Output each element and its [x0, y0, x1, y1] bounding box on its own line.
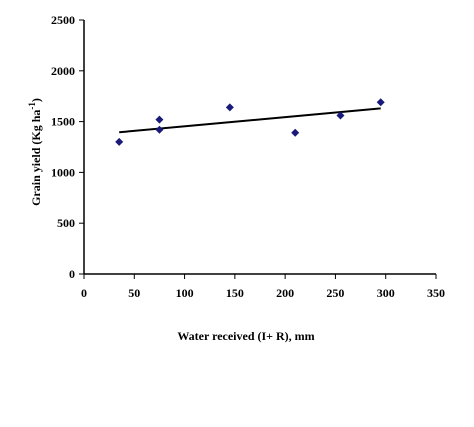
- y-axis-title-main: Grain yield (Kg ha: [29, 110, 43, 206]
- data-point: [376, 98, 385, 107]
- y-ticks: 0 500 1000 1500 2000 2500: [51, 13, 84, 281]
- y-tick-label: 1500: [51, 115, 75, 129]
- y-tick-label: 2000: [51, 64, 75, 78]
- x-axis-title: Water received (I+ R), mm: [177, 329, 314, 343]
- trendline-group: [119, 107, 381, 134]
- x-tick-label: 50: [128, 286, 140, 300]
- y-axis-title: Grain yield (Kg ha-1): [27, 98, 43, 206]
- y-axis-title-close: ): [29, 98, 43, 102]
- data-point: [155, 125, 164, 134]
- trendline: [119, 107, 381, 134]
- data-point: [336, 111, 345, 120]
- x-tick-label: 150: [226, 286, 244, 300]
- y-tick-label: 500: [57, 216, 75, 230]
- data-point: [291, 128, 300, 137]
- data-point: [225, 103, 234, 112]
- y-tick-label: 0: [69, 267, 75, 281]
- x-tick-label: 300: [377, 286, 395, 300]
- y-axis-title-sup: -1: [27, 102, 37, 110]
- y-tick-label: 1000: [51, 165, 75, 179]
- x-tick-label: 200: [276, 286, 294, 300]
- data-point: [155, 115, 164, 124]
- x-ticks: 0 50 100 150 200 250 300 350: [81, 274, 445, 300]
- y-tick-label: 2500: [51, 13, 75, 27]
- data-points: [115, 98, 385, 146]
- x-tick-label: 100: [176, 286, 194, 300]
- x-tick-label: 0: [81, 286, 87, 300]
- x-tick-label: 350: [427, 286, 445, 300]
- data-point: [115, 137, 124, 146]
- axes: [83, 20, 436, 275]
- x-tick-label: 250: [326, 286, 344, 300]
